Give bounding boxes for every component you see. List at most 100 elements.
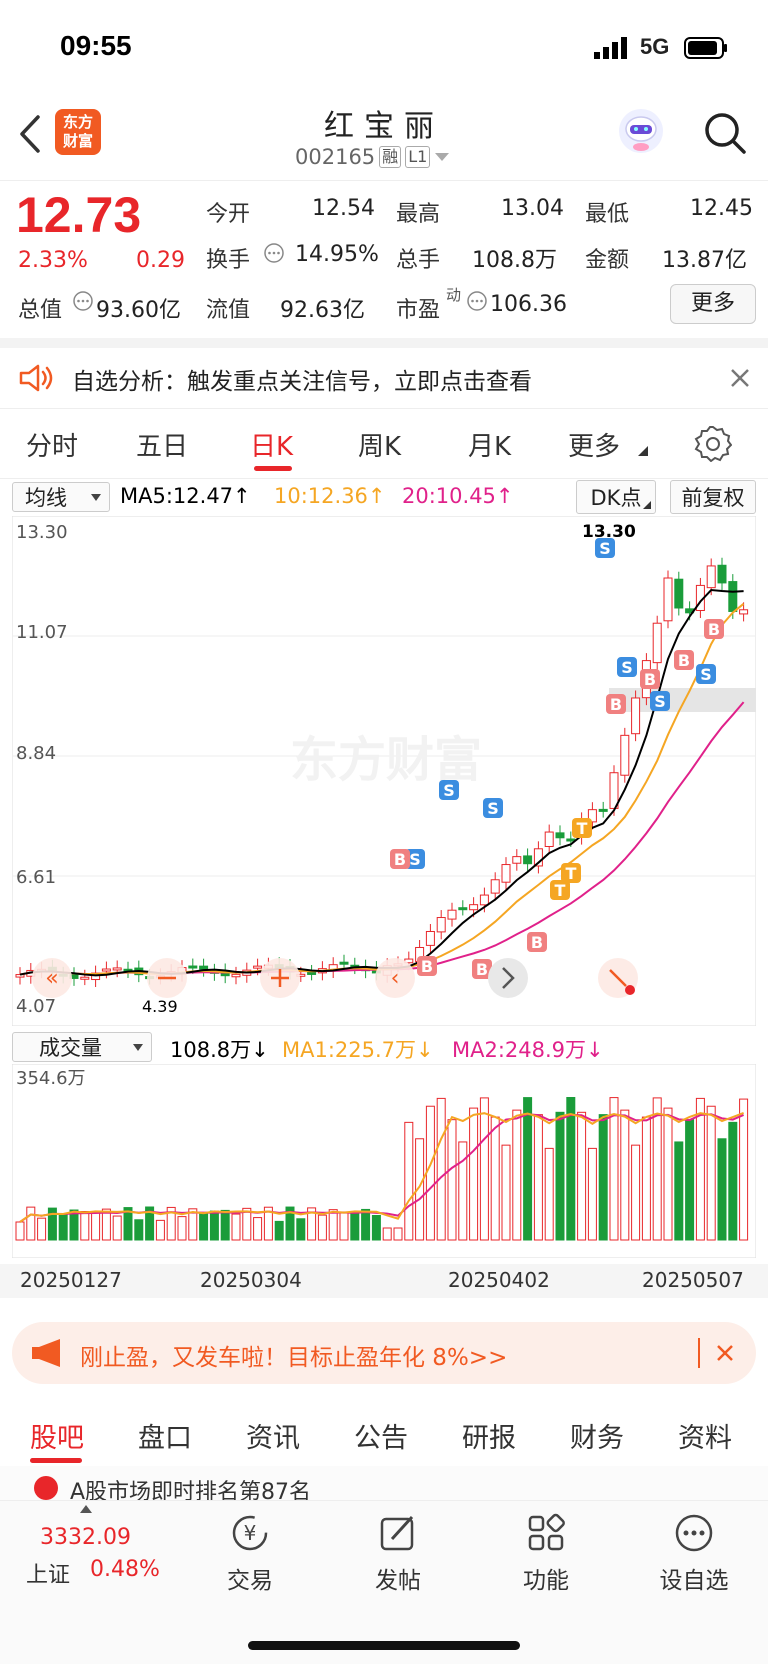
volume-bar	[37, 1217, 47, 1241]
volume-bar	[587, 1147, 597, 1241]
tab-more[interactable]: 更多	[568, 432, 621, 462]
tab-announcements[interactable]: 公告	[354, 1423, 408, 1454]
volume-bar	[652, 1097, 662, 1241]
caret-down-icon	[91, 494, 101, 501]
index-value[interactable]: 3332.09	[40, 1525, 131, 1550]
tab-research[interactable]: 研报	[462, 1423, 516, 1454]
tab-weekly-k[interactable]: 周K	[358, 432, 402, 462]
volume-bar	[155, 1219, 165, 1241]
grid-icon	[528, 1513, 565, 1551]
caret-up-icon	[80, 1505, 92, 1513]
candle	[436, 917, 446, 933]
signal-badge-label: T	[566, 864, 577, 883]
close-icon[interactable]	[730, 368, 750, 388]
volume-select[interactable]: 成交量	[12, 1032, 152, 1062]
candle	[80, 976, 90, 980]
volume-bar	[101, 1208, 111, 1241]
volume-bar	[523, 1097, 533, 1241]
candle	[469, 904, 479, 911]
back-icon[interactable]	[18, 115, 42, 153]
tab-profile[interactable]: 资料	[678, 1423, 732, 1454]
volume-bar	[220, 1209, 230, 1241]
more-button[interactable]: 更多	[670, 284, 756, 324]
period-tabs: 分时 五日 日K 周K 月K 更多	[0, 408, 768, 479]
volume-bar	[134, 1219, 144, 1241]
tab-monthly-k[interactable]: 月K	[468, 432, 512, 462]
highlight-band	[609, 688, 756, 712]
more-info-icon[interactable]	[72, 290, 94, 312]
signal-badge-label: S	[654, 692, 666, 711]
edit-icon	[380, 1515, 414, 1551]
tab-news[interactable]: 资讯	[246, 1423, 300, 1454]
vol-ma1-line	[19, 1112, 744, 1223]
nav-post[interactable]: 发帖	[338, 1511, 458, 1595]
more-info-icon[interactable]	[466, 290, 488, 312]
candle	[339, 961, 349, 965]
candle	[501, 864, 511, 883]
stock-code-row[interactable]: 002165 融 L1	[295, 145, 450, 169]
volume-bar	[58, 1214, 68, 1241]
tab-orderbook[interactable]: 盘口	[138, 1423, 192, 1454]
volume-bar	[145, 1206, 155, 1241]
volume-bar	[339, 1211, 349, 1241]
tab-daily-k[interactable]: 日K	[250, 432, 294, 462]
signal-badge	[439, 780, 459, 800]
volume-bar	[15, 1221, 25, 1241]
rewind-button	[32, 958, 72, 998]
watchlist-alert[interactable]: 自选分析：触发重点关注信号，立即点击查看	[0, 348, 768, 409]
tab-five-day[interactable]: 五日	[136, 432, 189, 462]
signal-badge	[696, 664, 716, 684]
candle	[490, 879, 500, 894]
candle	[101, 968, 111, 972]
pe-label: 市盈	[396, 298, 441, 323]
peek-text: A股市场即时排名第87名	[70, 1480, 312, 1500]
signal-badge-label: B	[610, 695, 622, 714]
open-value: 12.54	[312, 196, 375, 221]
tab-guba[interactable]: 股吧	[30, 1423, 84, 1454]
search-icon[interactable]	[703, 111, 747, 155]
expand-icon	[609, 969, 627, 987]
active-tab-indicator	[254, 466, 292, 471]
status-bar: 09:55 5G	[0, 0, 768, 95]
volume-bar	[242, 1207, 252, 1241]
date-label: 20250507	[642, 1268, 744, 1292]
candle	[533, 848, 543, 867]
volume-bar	[425, 1105, 435, 1241]
volume-bar	[641, 1116, 651, 1241]
volume-bar	[112, 1215, 122, 1241]
adjust-button[interactable]: 前复权	[670, 480, 756, 514]
promo-banner[interactable]: 刚止盈，又发车啦！目标止盈年化 8%>>	[12, 1322, 756, 1384]
tab-intraday[interactable]: 分时	[26, 432, 79, 462]
close-icon[interactable]	[716, 1344, 734, 1362]
robot-assistant-icon[interactable]	[617, 107, 665, 155]
tab-finance[interactable]: 财务	[570, 1423, 624, 1454]
signal-badge	[704, 619, 724, 639]
prev-button	[375, 958, 415, 998]
volume-chart[interactable]: 354.6万	[12, 1064, 756, 1258]
volume-bar	[447, 1119, 457, 1241]
last-price: 12.73	[16, 187, 142, 243]
volume-bar	[728, 1121, 738, 1241]
more-info-icon[interactable]	[263, 242, 285, 264]
index-name[interactable]: 上证	[26, 1563, 71, 1588]
volume-value: 108.8万↓	[170, 1038, 269, 1062]
volume-bar	[598, 1114, 608, 1241]
signal-badge-label: T	[555, 881, 566, 900]
nav-functions[interactable]: 功能	[486, 1511, 606, 1595]
candle	[728, 581, 738, 612]
corner-caret-icon	[638, 446, 648, 456]
kline-chart[interactable]: 东方财富 13.30 11.07 8.84 6.61 4.07 B BBSSSBT…	[12, 516, 756, 1026]
index-change[interactable]: 0.48%	[90, 1557, 160, 1582]
clock: 09:55	[60, 30, 132, 61]
signal-badge-label: S	[409, 850, 421, 869]
dk-point-button[interactable]: DK点	[576, 480, 656, 514]
indicator-select[interactable]: 均线	[12, 482, 110, 512]
volume-bar	[695, 1097, 705, 1241]
float-value: 92.63亿	[280, 298, 365, 323]
gear-icon[interactable]	[694, 424, 732, 462]
quote-panel: 12.73 2.33% 0.29 今开 12.54 最高 13.04 最低 12…	[0, 180, 768, 348]
nav-trade[interactable]: ¥ 交易	[190, 1511, 310, 1595]
nav-add-watchlist[interactable]: 设自选	[634, 1511, 754, 1595]
rank-icon	[34, 1476, 58, 1500]
yuan-icon: ¥	[232, 1515, 268, 1551]
